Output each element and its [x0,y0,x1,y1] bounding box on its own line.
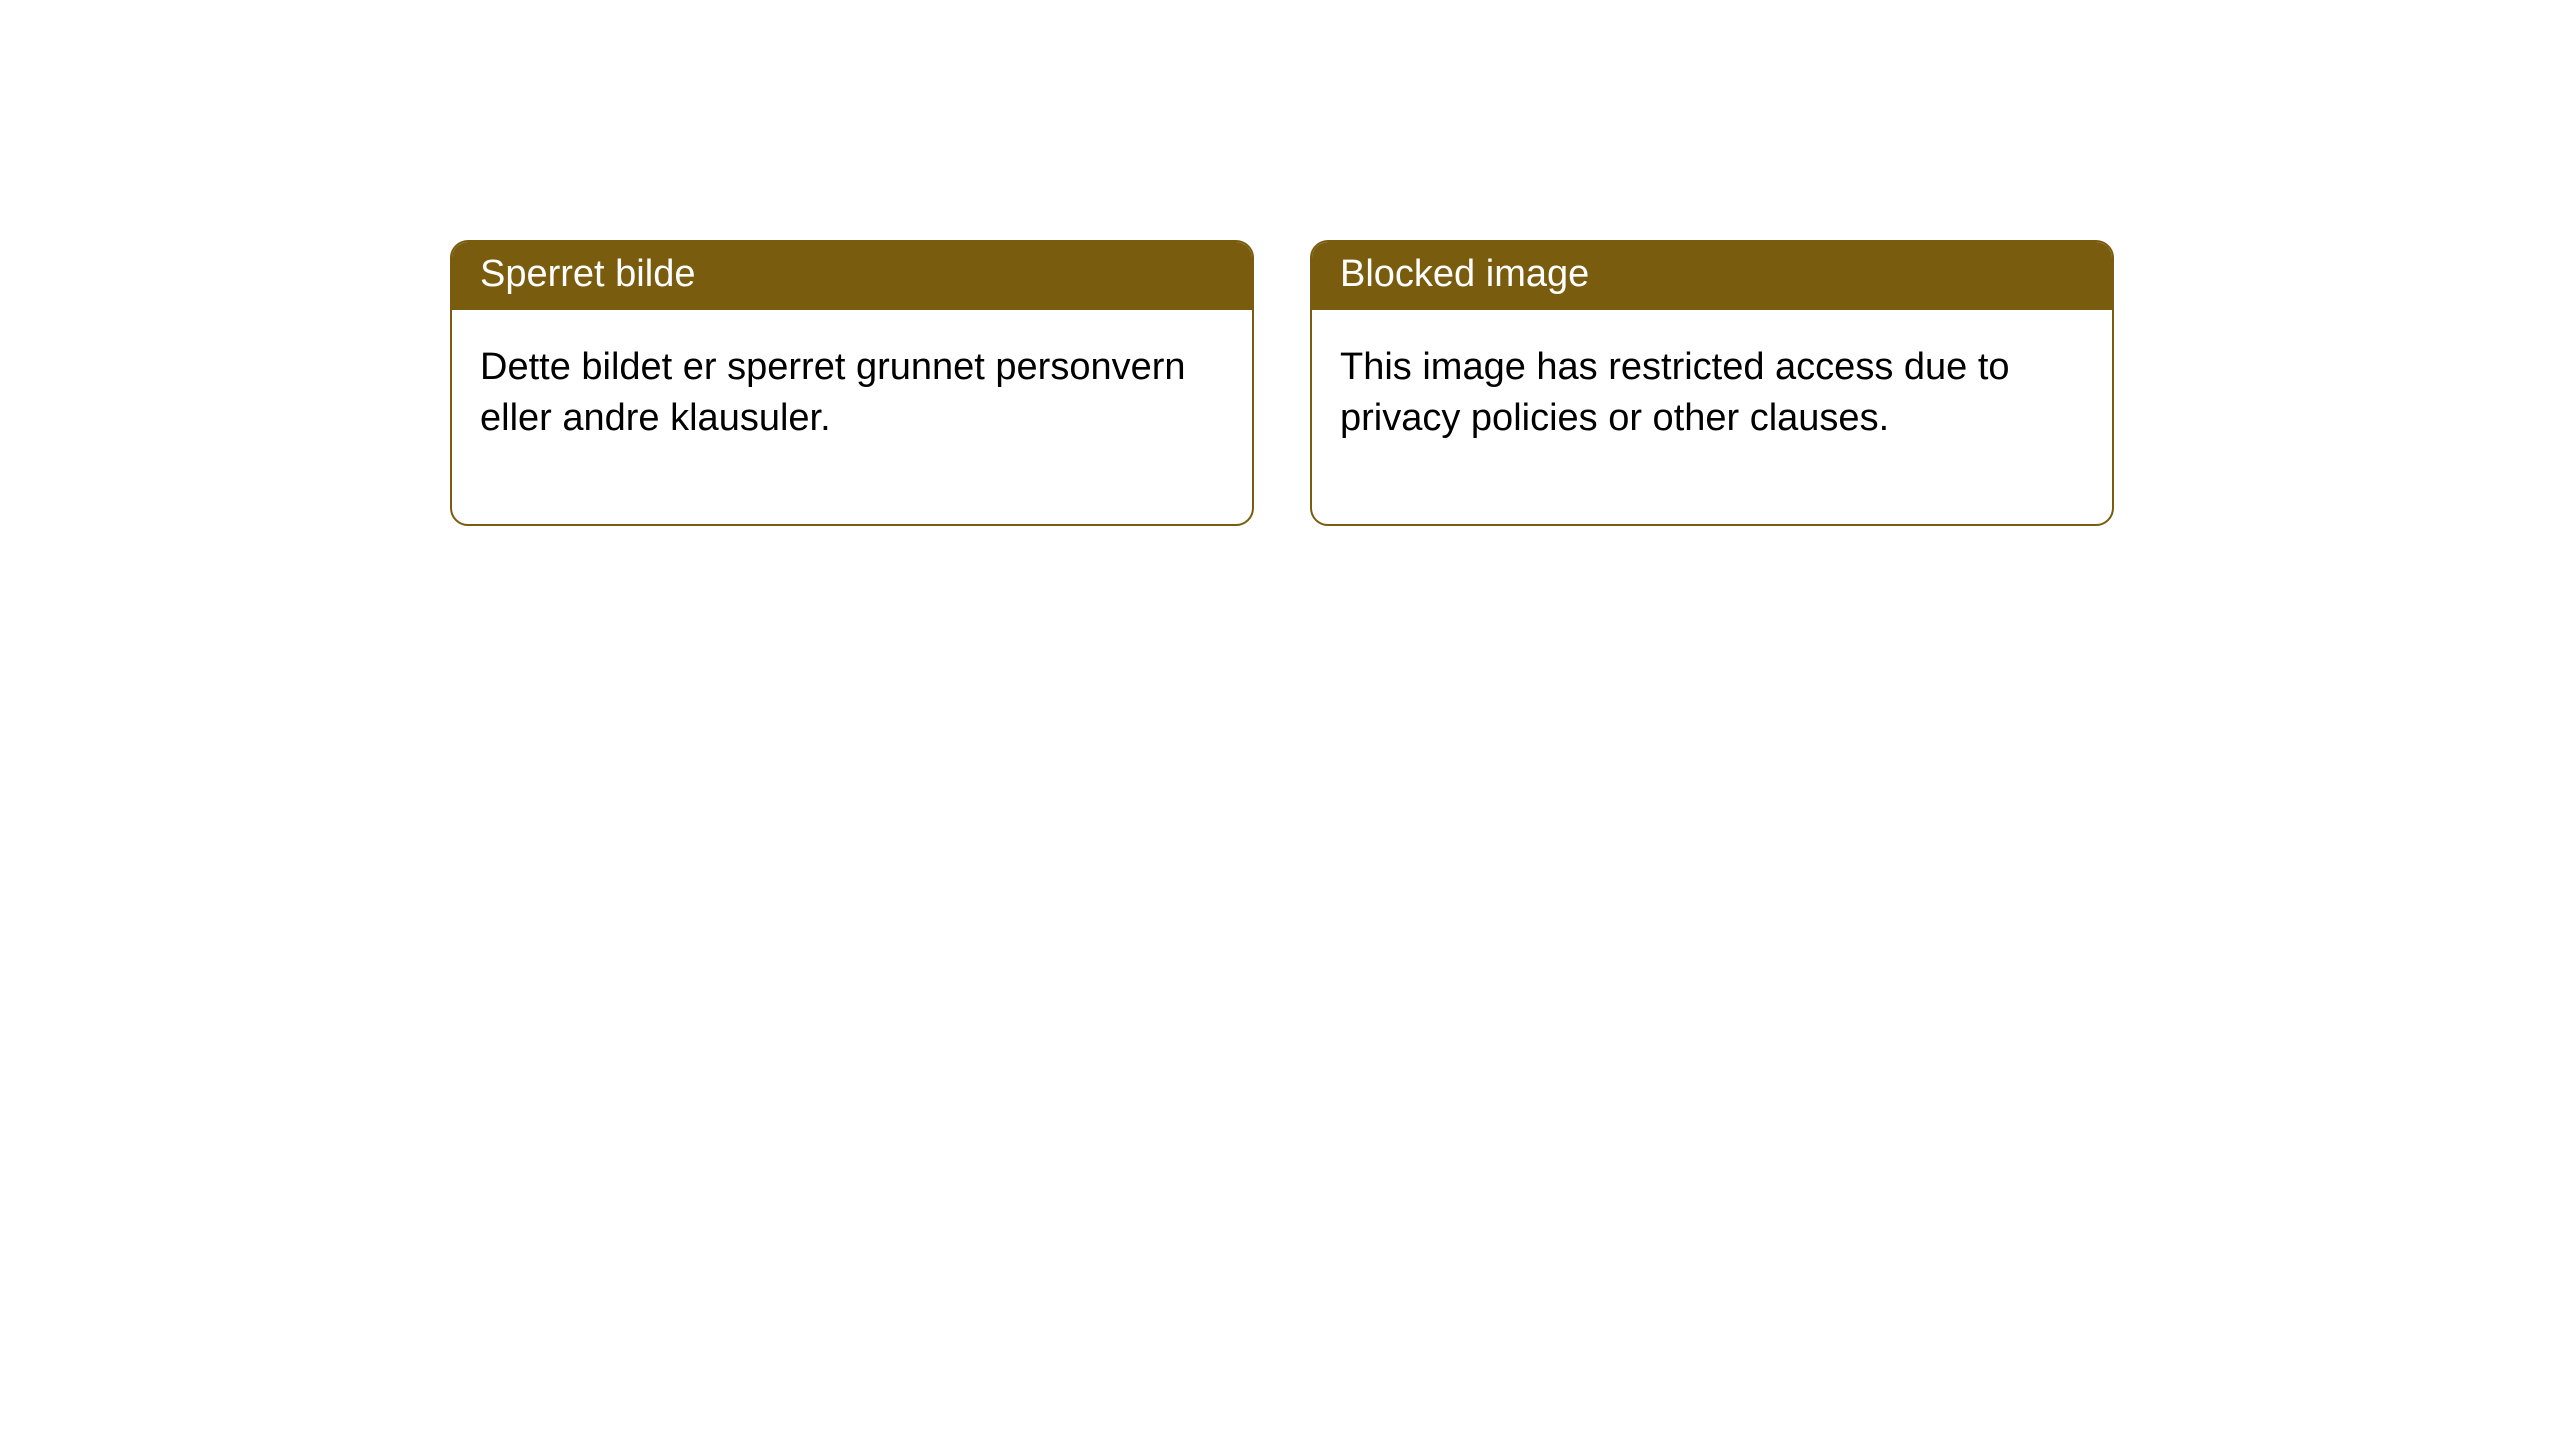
blocked-image-header-english: Blocked image [1312,242,2112,310]
blocked-image-card-norwegian: Sperret bilde Dette bildet er sperret gr… [450,240,1254,526]
blocked-image-body-norwegian: Dette bildet er sperret grunnet personve… [452,310,1252,525]
blocked-image-card-english: Blocked image This image has restricted … [1310,240,2114,526]
blocked-image-header-norwegian: Sperret bilde [452,242,1252,310]
blocked-image-notices: Sperret bilde Dette bildet er sperret gr… [450,240,2114,526]
blocked-image-body-english: This image has restricted access due to … [1312,310,2112,525]
